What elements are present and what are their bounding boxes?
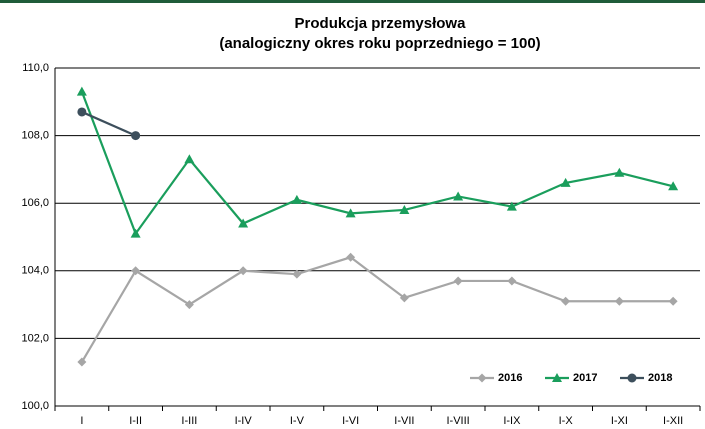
series-line <box>81 110 137 137</box>
x-tick-label: I-VIII <box>447 415 470 427</box>
marker <box>453 191 464 201</box>
x-tick-label: I-VI <box>342 415 359 427</box>
y-tick-label: 104,0 <box>21 265 49 277</box>
marker <box>76 86 87 96</box>
y-tick-label: 108,0 <box>21 130 49 142</box>
y-tick-label: 106,0 <box>21 197 49 209</box>
series-line <box>80 256 674 363</box>
marker <box>668 296 678 306</box>
marker <box>627 373 637 383</box>
legend-label: 2017 <box>573 372 597 384</box>
marker <box>507 276 517 286</box>
marker <box>77 107 87 117</box>
marker <box>614 167 625 177</box>
x-tick-label: I-V <box>290 415 305 427</box>
marker <box>668 181 679 191</box>
marker <box>560 177 571 187</box>
x-tick-label: I-XI <box>611 415 628 427</box>
marker <box>399 293 409 303</box>
y-tick-label: 110,0 <box>22 62 49 74</box>
chart-title: Produkcja przemysłowa <box>295 15 467 32</box>
legend-label: 2016 <box>498 372 522 384</box>
x-tick-label: I <box>80 415 83 427</box>
x-tick-label: I-IV <box>235 415 253 427</box>
marker <box>399 204 410 214</box>
x-tick-label: I-X <box>559 415 574 427</box>
x-tick-label: I-II <box>129 415 142 427</box>
x-tick-label: I-IX <box>503 415 521 427</box>
x-tick-label: I-XII <box>663 415 683 427</box>
x-tick-label: I-VII <box>394 415 414 427</box>
marker <box>614 296 624 306</box>
marker <box>131 131 141 141</box>
marker <box>345 208 356 218</box>
y-tick-label: 100,0 <box>21 400 49 412</box>
marker <box>291 194 302 204</box>
marker <box>453 276 463 286</box>
marker <box>77 357 87 367</box>
marker <box>561 296 571 306</box>
series-line <box>80 91 674 236</box>
marker <box>184 154 195 164</box>
top-band <box>0 0 705 3</box>
marker <box>292 269 302 279</box>
marker <box>506 201 517 211</box>
legend-label: 2018 <box>648 372 672 384</box>
marker <box>184 300 194 310</box>
x-tick-label: I-III <box>181 415 197 427</box>
marker <box>477 373 487 383</box>
marker <box>238 218 249 228</box>
marker <box>552 373 562 382</box>
y-tick-label: 102,0 <box>21 332 49 344</box>
marker <box>130 228 141 238</box>
marker <box>238 266 248 276</box>
chart-subtitle: (analogiczny okres roku poprzedniego = 1… <box>219 35 540 52</box>
marker <box>131 266 141 276</box>
marker <box>346 252 356 262</box>
